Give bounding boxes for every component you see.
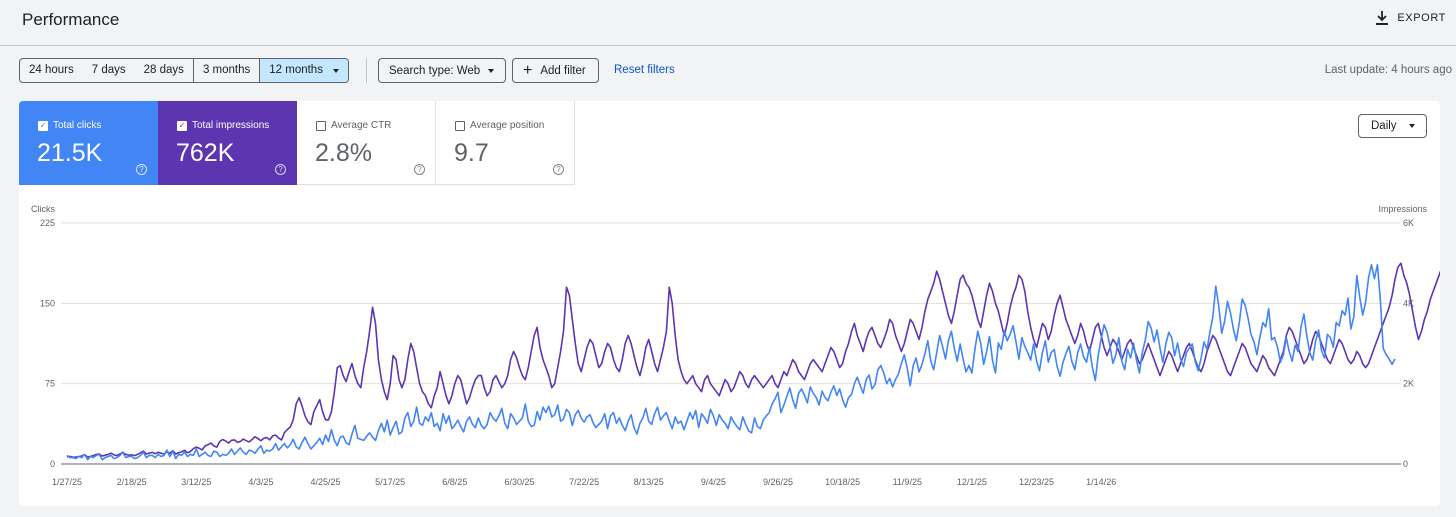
x-tick: 6/30/25: [504, 477, 534, 487]
range-12-months-label: 12 months: [269, 64, 323, 76]
chart-lines: [66, 262, 1440, 461]
y-tick-left: 0: [50, 459, 55, 469]
range-12-months[interactable]: 12 months: [259, 59, 348, 82]
chevron-down-icon: [1409, 124, 1415, 128]
checkbox-unchecked-icon[interactable]: [316, 120, 326, 131]
metric-value: 21.5K: [37, 139, 103, 167]
performance-card: ✓ Total clicks 21.5K ? ✓ Total impressions…: [19, 101, 1440, 506]
y-tick-right: 4K: [1403, 298, 1414, 308]
performance-chart: Clicks Impressions 0 0 75 2K 150 4K 225 6K 1/27…: [31, 204, 1440, 487]
metric-label: Average position: [470, 120, 545, 131]
help-icon[interactable]: ?: [136, 164, 147, 175]
checkbox-checked-icon[interactable]: ✓: [177, 120, 187, 131]
x-tick: 10/18/25: [825, 477, 860, 487]
x-tick: 6/8/25: [442, 477, 467, 487]
x-tick: 9/26/25: [763, 477, 793, 487]
x-tick: 4/3/25: [248, 477, 273, 487]
metric-average-ctr[interactable]: Average CTR 2.8% ?: [297, 101, 436, 185]
checkbox-unchecked-icon[interactable]: [455, 120, 465, 131]
granularity-dropdown[interactable]: Daily: [1358, 114, 1427, 138]
x-tick: 2/18/25: [117, 477, 147, 487]
range-3-months[interactable]: 3 months: [192, 59, 259, 82]
x-tick: 5/17/25: [375, 477, 405, 487]
page-title: Performance: [22, 10, 120, 29]
x-tick: 7/22/25: [569, 477, 599, 487]
x-tick: 11/9/25: [893, 477, 922, 487]
y-axis-label-right: Impressions: [1378, 204, 1427, 214]
metric-value: 762K: [176, 139, 235, 167]
granularity-label: Daily: [1371, 120, 1397, 132]
y-axis-label-left: Clicks: [31, 204, 55, 214]
download-icon: [1376, 11, 1389, 25]
metric-label: Average CTR: [331, 120, 392, 131]
metric-value: 2.8%: [315, 139, 372, 167]
y-tick-left: 225: [40, 218, 55, 228]
page-header: Performance EXPORT: [0, 0, 1456, 46]
metric-label: Total clicks: [53, 120, 102, 131]
metric-total-clicks[interactable]: ✓ Total clicks 21.5K ?: [19, 101, 158, 185]
x-tick: 4/25/25: [311, 477, 341, 487]
y-tick-right: 0: [1403, 459, 1408, 469]
add-filter-button[interactable]: + Add filter: [512, 58, 599, 83]
range-28-days[interactable]: 28 days: [143, 64, 184, 76]
range-24-hours[interactable]: 24 hours: [29, 64, 74, 76]
y-ticks: 0 0 75 2K 150 4K 225 6K: [40, 218, 1414, 469]
chevron-down-icon: [488, 68, 495, 73]
reset-filters-link[interactable]: Reset filters: [614, 64, 675, 76]
y-tick-right: 6K: [1403, 218, 1414, 228]
metric-total-impressions[interactable]: ✓ Total impressions 762K ?: [158, 101, 297, 185]
search-type-dropdown[interactable]: Search type: Web: [378, 58, 506, 83]
help-icon[interactable]: ?: [553, 164, 564, 175]
x-tick: 8/13/25: [634, 477, 664, 487]
help-icon[interactable]: ?: [414, 164, 425, 175]
chart-grid: [61, 222, 1401, 465]
help-icon[interactable]: ?: [275, 164, 286, 175]
range-7-days[interactable]: 7 days: [91, 64, 126, 76]
date-range-selector: 24 hours 7 days 28 days 3 months 12 mont…: [19, 58, 349, 83]
y-tick-right: 2K: [1403, 379, 1414, 389]
chevron-down-icon: [332, 68, 339, 73]
series-line-impressions: [66, 262, 1440, 459]
search-type-label: Search type: Web: [389, 64, 481, 77]
plus-icon: +: [523, 61, 533, 79]
metric-average-position[interactable]: Average position 9.7 ?: [436, 101, 575, 185]
y-tick-left: 75: [45, 379, 55, 389]
x-tick: 3/12/25: [181, 477, 211, 487]
x-ticks: 1/27/25 2/18/25 3/12/25 4/3/25 4/25/25 5/17/2…: [52, 477, 1116, 487]
x-tick: 1/27/25: [52, 477, 82, 487]
export-label: EXPORT: [1397, 12, 1446, 24]
last-update-text: Last update: 4 hours ago: [1324, 64, 1452, 76]
x-tick: 12/23/25: [1019, 477, 1054, 487]
add-filter-label: Add filter: [540, 64, 586, 77]
series-line-clicks: [66, 264, 1396, 461]
x-tick: 1/14/26: [1086, 477, 1116, 487]
y-tick-left: 150: [40, 298, 55, 308]
toolbar-divider: [366, 58, 367, 83]
checkbox-checked-icon[interactable]: ✓: [38, 120, 48, 131]
filter-toolbar: 24 hours 7 days 28 days 3 months 12 mont…: [0, 56, 1456, 86]
x-tick: 9/4/25: [701, 477, 726, 487]
metric-value: 9.7: [454, 139, 489, 167]
x-tick: 12/1/25: [957, 477, 987, 487]
metric-label: Total impressions: [192, 120, 270, 131]
export-button[interactable]: EXPORT: [1375, 10, 1446, 26]
